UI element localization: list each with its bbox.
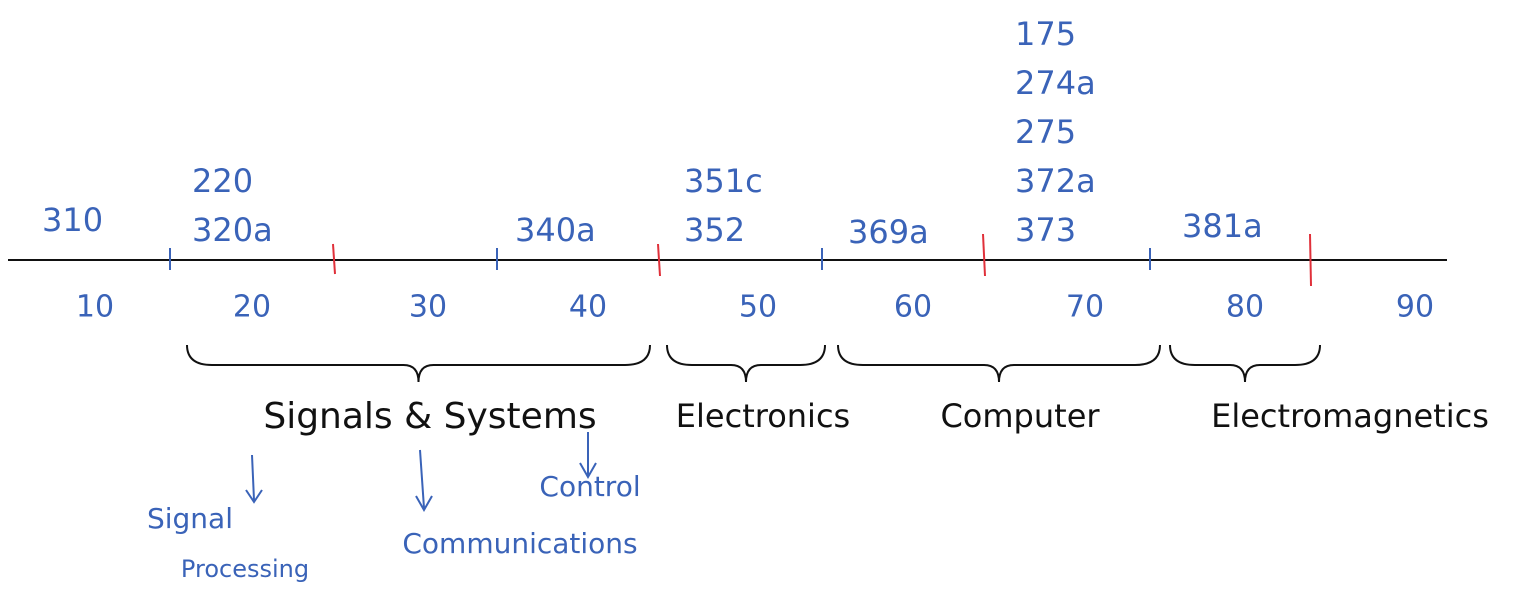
subtopic-label: Communications	[402, 527, 637, 560]
course-number: 352	[684, 211, 745, 249]
course-number: 372a	[1015, 162, 1096, 200]
axis-label: 90	[1396, 290, 1434, 325]
red-ticks	[332, 233, 1312, 287]
course-number: 310	[42, 201, 103, 239]
axis-label: 60	[894, 290, 932, 325]
group-label: Electromagnetics	[1211, 397, 1489, 435]
group-label: Signals & Systems	[263, 396, 596, 437]
axis-label: 30	[409, 290, 447, 325]
course-number: 373	[1015, 211, 1076, 249]
course-number: 274a	[1015, 64, 1096, 102]
subtopic-arrows	[245, 432, 597, 513]
subtopic-label: Control	[539, 470, 640, 503]
course-number: 275	[1015, 113, 1076, 151]
brace	[1169, 344, 1321, 383]
axis-label: 50	[739, 290, 777, 325]
blue-ticks	[169, 248, 1151, 270]
brace	[186, 344, 651, 383]
axis-label: 70	[1066, 290, 1104, 325]
subtopic-label: Processing	[181, 555, 309, 583]
course-number: 175	[1015, 15, 1076, 53]
course-number: 340a	[515, 211, 596, 249]
course-number: 369a	[848, 213, 929, 251]
axis-label: 20	[233, 290, 271, 325]
axis-label: 10	[76, 290, 114, 325]
course-number: 381a	[1182, 207, 1263, 245]
course-number: 220	[192, 162, 253, 200]
brace	[837, 344, 1161, 383]
course-number: 351c	[684, 162, 763, 200]
brace	[666, 344, 826, 383]
axis-label: 80	[1226, 290, 1264, 325]
axis-label: 40	[569, 290, 607, 325]
course-number: 320a	[192, 211, 273, 249]
group-label: Computer	[940, 397, 1100, 435]
subtopic-label: Signal	[147, 502, 233, 535]
group-label: Electronics	[676, 397, 850, 435]
